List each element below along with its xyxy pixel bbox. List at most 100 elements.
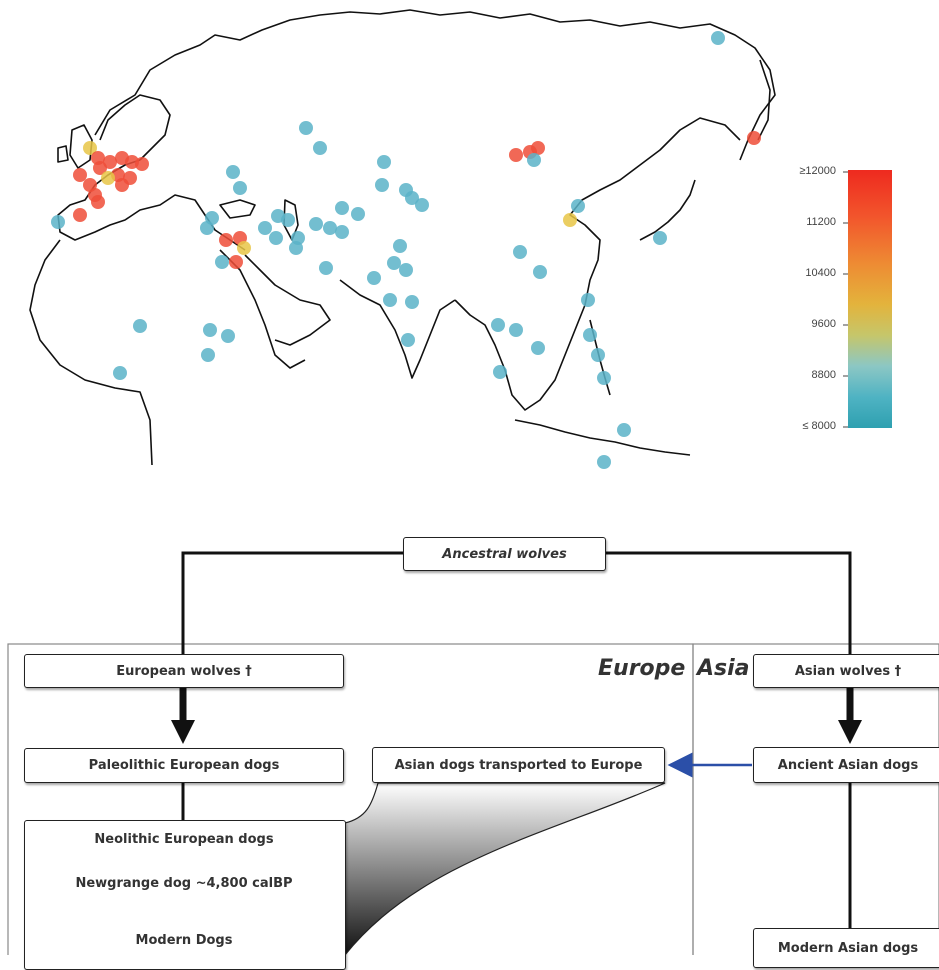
- site-marker: [135, 157, 149, 171]
- diagram-connectors: [7, 551, 939, 955]
- site-marker: [383, 293, 397, 307]
- site-marker: [583, 328, 597, 342]
- coastline-britain: [69, 124, 93, 169]
- site-marker: [123, 171, 137, 185]
- site-marker: [581, 293, 595, 307]
- site-marker: [405, 191, 419, 205]
- site-marker: [103, 155, 117, 169]
- site-marker: [509, 323, 523, 337]
- asian-wolves-node: Asian wolves †: [753, 654, 939, 688]
- coastline-arabia: [244, 254, 331, 346]
- coastline-japan: [639, 179, 696, 241]
- site-marker: [531, 141, 545, 155]
- legend-tick-3: 9600: [811, 318, 836, 330]
- asia-frame: [692, 643, 939, 955]
- coastline-kamchatka: [757, 59, 771, 141]
- site-marker: [101, 171, 115, 185]
- site-marker: [393, 239, 407, 253]
- site-marker: [269, 231, 283, 245]
- site-marker: [387, 256, 401, 270]
- legend-tick-5: ≤ 8000: [802, 420, 836, 432]
- admixture-wedge: [344, 782, 666, 955]
- site-marker: [335, 201, 349, 215]
- site-marker: [313, 141, 327, 155]
- modern-dogs-label: Modern Dogs: [135, 933, 233, 948]
- coastline-indonesia: [514, 419, 691, 456]
- site-marker: [91, 195, 105, 209]
- site-marker: [747, 131, 761, 145]
- coastline-seasia: [454, 299, 586, 411]
- site-marker: [653, 231, 667, 245]
- site-marker: [219, 233, 233, 247]
- site-marker: [237, 241, 251, 255]
- site-marker: [73, 208, 87, 222]
- site-marker: [51, 215, 65, 229]
- asian-dogs-transported-node: Asian dogs transported to Europe: [372, 747, 665, 783]
- site-marker: [258, 221, 272, 235]
- europe-label: Europe: [598, 656, 686, 681]
- site-marker: [597, 455, 611, 469]
- site-marker: [527, 153, 541, 167]
- european-wolves-node: European wolves †: [24, 654, 344, 688]
- paleolithic-dogs-node: Paleolithic European dogs: [24, 748, 344, 783]
- asian-arrow-head: [838, 720, 862, 744]
- neolithic-stack-node: [24, 820, 346, 970]
- site-marker: [113, 366, 127, 380]
- site-marker: [531, 341, 545, 355]
- site-marker: [299, 121, 313, 135]
- legend-tick-4: 8800: [811, 369, 836, 381]
- european-arrow-head: [171, 720, 195, 744]
- legend-tick-2: 10400: [805, 267, 836, 279]
- site-marker: [281, 213, 295, 227]
- newgrange-dog-label: Newgrange dog ~4,800 calBP: [75, 876, 293, 891]
- site-marker: [401, 333, 415, 347]
- ancestral-to-european-line: [181, 551, 403, 654]
- site-marker: [513, 245, 527, 259]
- coastline-china: [569, 117, 741, 306]
- site-marker: [617, 423, 631, 437]
- eurasia-map: [29, 9, 892, 469]
- ancestral-wolves-node: Ancestral wolves: [403, 537, 606, 571]
- coastline-ireland: [57, 145, 69, 163]
- site-marker: [375, 178, 389, 192]
- asia-label: Asia: [697, 656, 750, 681]
- coastline-scandinavia: [99, 94, 171, 161]
- archaeological-sites: [51, 31, 761, 469]
- coastline-north: [94, 9, 776, 161]
- site-marker: [405, 295, 419, 309]
- map-panel: ≥12000 11200 10400 9600 8800 ≤ 8000: [29, 9, 892, 469]
- site-marker: [563, 213, 577, 227]
- site-marker: [221, 329, 235, 343]
- site-marker: [233, 181, 247, 195]
- site-marker: [571, 199, 585, 213]
- site-marker: [226, 165, 240, 179]
- site-marker: [335, 225, 349, 239]
- site-marker: [711, 31, 725, 45]
- modern-asian-dogs-node: Modern Asian dogs: [753, 928, 939, 968]
- site-marker: [203, 323, 217, 337]
- ancient-asian-dogs-node: Ancient Asian dogs: [753, 747, 939, 783]
- site-marker: [591, 348, 605, 362]
- site-marker: [509, 148, 523, 162]
- site-marker: [491, 318, 505, 332]
- coastline-blacksea: [219, 199, 256, 219]
- site-marker: [83, 141, 97, 155]
- coastline-africa-east: [219, 249, 306, 369]
- site-marker: [201, 348, 215, 362]
- ancestral-to-asian-line: [606, 551, 852, 654]
- site-marker: [323, 221, 337, 235]
- diagram-panel: Ancestral wolves Europe Asia European wo…: [0, 500, 939, 970]
- color-legend-bar: [848, 170, 892, 428]
- coastline-india: [339, 279, 456, 379]
- site-marker: [533, 265, 547, 279]
- site-marker: [351, 207, 365, 221]
- site-marker: [319, 261, 333, 275]
- site-marker: [73, 168, 87, 182]
- legend-tick-1: 11200: [806, 216, 836, 228]
- site-marker: [597, 371, 611, 385]
- site-marker: [493, 365, 507, 379]
- legend-tick-0: ≥12000: [799, 165, 836, 177]
- site-marker: [215, 255, 229, 269]
- site-marker: [200, 221, 214, 235]
- site-marker: [133, 319, 147, 333]
